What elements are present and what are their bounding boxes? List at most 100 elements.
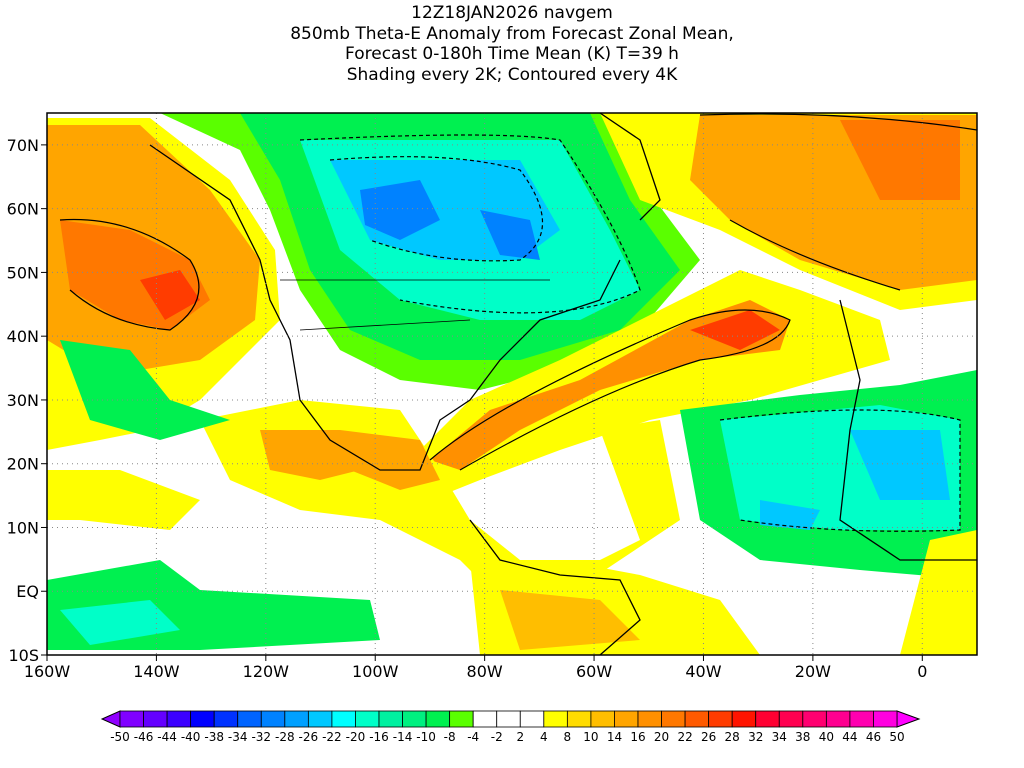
colorbar-swatch: [849, 710, 874, 728]
warm-patch-east-atlantic: [900, 530, 977, 655]
colorbar-label: -4: [467, 730, 479, 744]
lat-tick-label: 40N: [7, 327, 39, 346]
colorbar-label: 22: [677, 730, 692, 744]
lon-tick-label: 0: [917, 662, 927, 681]
colorbar: -50 -46 -44 -40 -38 -34 -32 -28 -26 -22 -20 -16 -14-…: [100, 710, 921, 744]
lon-tick-label: 20W: [795, 662, 831, 681]
warm-patch-subtropical-pacific: [47, 470, 200, 530]
warm-band-atlantic-orange: [430, 300, 790, 470]
colorbar-label: 14: [607, 730, 622, 744]
title-line-1: 12Z18JAN2026 navgem: [411, 3, 613, 23]
title-line-2: 850mb Theta-E Anomaly from Forecast Zona…: [290, 23, 734, 44]
colorbar-swatch: [496, 710, 521, 728]
contours-layer: [59, 113, 977, 532]
colorbar-label: -38: [204, 730, 224, 744]
colorbar-label: -26: [299, 730, 319, 744]
title-line-3: Forecast 0-180h Time Mean (K) T=39 h: [345, 44, 679, 64]
colorbar-label: 46: [866, 730, 881, 744]
axis-ticks: 160W 140W 120W 100W 80W 60W 40W 20W 0 70N 60N 50N 40…: [7, 136, 928, 681]
colorbar-swatch: [166, 710, 192, 728]
lat-tick-label: 20N: [7, 455, 39, 474]
colorbar-label: 32: [748, 730, 763, 744]
colorbar-swatch: [873, 710, 898, 728]
colorbar-label: -46: [134, 730, 154, 744]
colorbar-swatch: [237, 710, 262, 728]
lat-tick-label: EQ: [16, 582, 39, 601]
colorbar-label: 8: [564, 730, 572, 744]
warm-anomaly-mexico-orange: [260, 430, 440, 490]
colorbar-swatch: [307, 710, 333, 728]
colorbar-label: -40: [181, 730, 201, 744]
colorbar-swatch: [260, 710, 286, 728]
colorbar-swatch: [543, 710, 568, 728]
lon-tick-label: 100W: [352, 662, 399, 681]
colorbar-label: 2: [516, 730, 524, 744]
warm-anomaly-europe-core: [840, 120, 960, 200]
lon-tick-label: 160W: [24, 662, 71, 681]
grid-lines: [47, 113, 977, 655]
colorbar-label: 28: [725, 730, 740, 744]
warm-anomaly-pacific-red: [140, 270, 200, 320]
colorbar-label: 34: [772, 730, 787, 744]
colorbar-swatch: [519, 710, 545, 728]
plot-title: 12Z18JAN2026 navgem 850mb Theta-E Anomal…: [0, 3, 1024, 85]
lat-tick-label: 10S: [8, 646, 39, 665]
colorbar-label: 44: [842, 730, 857, 744]
colorbar-label: 40: [819, 730, 834, 744]
colorbar-label: -2: [491, 730, 503, 744]
colorbar-swatch: [355, 710, 380, 728]
colorbar-swatch: [825, 710, 851, 728]
colorbar-swatch: [143, 710, 168, 728]
colorbar-label: 10: [583, 730, 598, 744]
colorbar-swatch: [708, 710, 733, 728]
colorbar-swatch: [449, 710, 474, 728]
colorbar-swatch: [684, 710, 710, 728]
colorbar-swatch: [637, 710, 662, 728]
colorbar-swatch: [778, 710, 804, 728]
colorbar-high-arrow: [896, 710, 921, 728]
lat-tick-label: 30N: [7, 391, 39, 410]
colorbar-label: 50: [889, 730, 904, 744]
colorbar-swatch: [590, 710, 615, 728]
lon-tick-label: 120W: [243, 662, 290, 681]
colorbar-label: 26: [701, 730, 716, 744]
colorbar-label: -44: [157, 730, 177, 744]
colorbar-swatch: [284, 710, 309, 728]
lon-tick-label: 60W: [576, 662, 612, 681]
colorbar-label: 20: [654, 730, 669, 744]
lat-tick-label: 70N: [7, 136, 39, 155]
cold-anomaly-tropical-pacific-teal: [60, 600, 180, 645]
colorbar-swatch: [802, 710, 827, 728]
shading-layer: [47, 113, 977, 655]
cold-anomaly-subtropical-pacific: [60, 340, 230, 440]
colorbar-swatch: [425, 710, 451, 728]
warm-band-atlantic-red: [690, 310, 780, 350]
colorbar-swatch: [731, 710, 757, 728]
lat-tick-label: 10N: [7, 518, 39, 537]
colorbar-label: -22: [322, 730, 342, 744]
coastlines: [149, 113, 977, 655]
lat-tick-label: 50N: [7, 263, 39, 282]
lon-tick-label: 140W: [133, 662, 180, 681]
colorbar-label: 4: [540, 730, 548, 744]
colorbar-label: -34: [228, 730, 248, 744]
colorbar-label: -20: [346, 730, 366, 744]
colorbar-swatch: [566, 710, 592, 728]
colorbar-label: -16: [369, 730, 389, 744]
colorbar-label: -14: [393, 730, 413, 744]
colorbar-swatch: [661, 710, 686, 728]
colorbar-swatch: [331, 710, 356, 728]
colorbar-swatch: [190, 710, 215, 728]
map-frame: [46, 112, 978, 656]
lon-tick-label: 40W: [685, 662, 721, 681]
colorbar-label: 16: [630, 730, 645, 744]
colorbar-swatch: [755, 710, 780, 728]
colorbar-label: -8: [444, 730, 456, 744]
lon-tick-label: 80W: [467, 662, 503, 681]
colorbar-low-arrow: [100, 710, 121, 728]
cold-anomaly-africa-cyan: [760, 430, 950, 530]
colorbar-label: -32: [251, 730, 271, 744]
colorbar-label: -28: [275, 730, 295, 744]
lat-tick-label: 60N: [7, 200, 39, 219]
